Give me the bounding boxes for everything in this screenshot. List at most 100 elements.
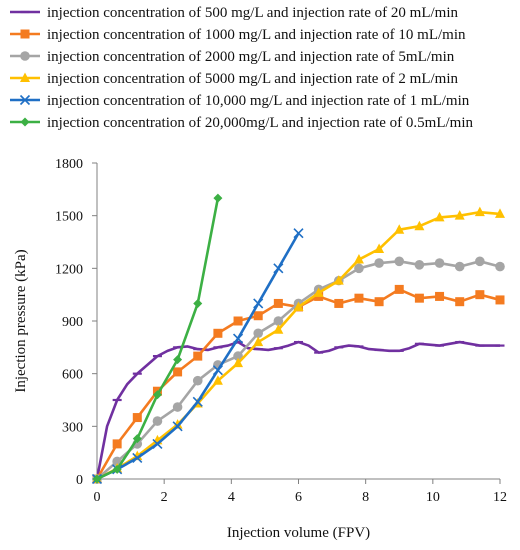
data-point	[414, 260, 425, 270]
legend-item: injection concentration of 20,000mg/L an…	[10, 115, 473, 131]
data-point	[132, 452, 143, 463]
legend-label: injection concentration of 10,000 mg/L a…	[47, 93, 470, 109]
series-6	[92, 193, 223, 484]
data-point	[132, 450, 143, 461]
data-point	[253, 336, 264, 347]
legend-label: injection concentration of 5000 mg/L and…	[47, 71, 458, 87]
legend-item: injection concentration of 500 mg/L and …	[10, 5, 458, 21]
y-tick-label: 1500	[55, 210, 83, 225]
data-point	[232, 333, 244, 344]
data-point	[495, 295, 505, 305]
data-point	[253, 298, 264, 309]
x-tick-label: 0	[94, 490, 101, 505]
data-point	[334, 298, 344, 308]
y-tick-label: 900	[62, 315, 83, 330]
data-point	[495, 261, 505, 272]
legend-swatch-marker	[19, 94, 31, 106]
data-point	[454, 210, 465, 220]
x-tick-label: 12	[493, 490, 507, 505]
data-point	[173, 367, 183, 377]
legend-swatch-marker	[20, 51, 30, 61]
data-point	[132, 413, 142, 423]
data-point	[374, 258, 384, 268]
legend-item: injection concentration of 10,000 mg/L a…	[10, 93, 470, 109]
legend-label: injection concentration of 20,000mg/L an…	[47, 115, 473, 131]
legend-item: injection concentration of 1000 mg/L and…	[10, 27, 466, 43]
y-axis-ticks: 0 300 600 900 1200 1500 1800	[55, 157, 97, 488]
data-point	[192, 375, 203, 386]
y-axis-title: Injection pressure (kPa)	[13, 249, 29, 392]
data-point	[152, 438, 163, 449]
legend-item: injection concentration of 5000 mg/L and…	[10, 71, 458, 87]
data-point	[353, 254, 364, 264]
data-point	[212, 365, 223, 376]
x-tick-label: 6	[295, 490, 302, 505]
plot-area: 0 2 4 6 8 10 12 0 300 600 900 1200 1500 1800	[55, 157, 507, 505]
legend: injection concentration of 500 mg/L and …	[10, 5, 473, 131]
y-tick-label: 0	[76, 473, 83, 488]
data-point	[394, 256, 405, 267]
data-point	[313, 287, 324, 297]
data-point	[495, 208, 505, 218]
legend-swatch-marker	[20, 29, 30, 39]
data-point	[92, 474, 102, 484]
x-tick-label: 4	[228, 490, 235, 505]
data-point	[173, 355, 183, 365]
data-point	[172, 419, 183, 429]
data-point	[192, 396, 203, 407]
data-point	[414, 220, 425, 231]
data-point	[132, 434, 142, 444]
data-point	[213, 328, 223, 338]
y-tick-label: 1800	[55, 157, 83, 172]
series-5	[91, 228, 304, 485]
data-point	[233, 357, 244, 368]
data-point	[455, 297, 465, 307]
data-point	[374, 243, 385, 254]
legend-label: injection concentration of 500 mg/L and …	[47, 5, 458, 21]
series-layer	[91, 193, 505, 485]
data-point	[273, 324, 284, 334]
data-point	[273, 263, 284, 274]
y-tick-label: 600	[62, 368, 83, 383]
series-line	[95, 288, 501, 480]
data-point	[253, 311, 263, 321]
data-point	[434, 211, 445, 222]
data-point	[213, 193, 223, 203]
data-point	[394, 224, 405, 234]
data-point	[152, 416, 163, 426]
data-point	[293, 228, 304, 239]
data-point	[233, 351, 243, 361]
x-axis-title: Injection volume (FPV)	[227, 525, 370, 541]
data-point	[333, 275, 344, 285]
y-tick-label: 1200	[55, 262, 83, 277]
x-tick-label: 10	[426, 490, 440, 505]
data-point	[354, 263, 364, 274]
series-3	[92, 256, 505, 484]
data-point	[454, 261, 465, 272]
data-point	[273, 298, 283, 308]
legend-swatch-marker	[20, 117, 30, 127]
data-point	[394, 284, 404, 294]
data-point	[233, 316, 243, 326]
data-point	[172, 421, 183, 432]
data-point	[152, 390, 162, 400]
x-tick-label: 2	[161, 490, 168, 505]
data-point	[474, 206, 485, 217]
data-point	[293, 301, 304, 311]
data-point	[475, 290, 485, 300]
data-point	[112, 464, 122, 474]
series-2	[92, 284, 505, 484]
data-point	[112, 439, 122, 449]
series-1	[92, 340, 505, 481]
data-point	[414, 293, 424, 303]
legend-label: injection concentration of 2000 mg/L and…	[47, 49, 455, 65]
data-point	[273, 316, 284, 326]
y-tick-label: 300	[62, 420, 83, 435]
legend-label: injection concentration of 1000 mg/L and…	[47, 27, 466, 43]
data-point	[434, 258, 445, 268]
data-point	[253, 328, 263, 339]
legend-swatch-marker	[20, 72, 30, 82]
data-point	[354, 293, 364, 303]
data-point	[172, 402, 183, 412]
